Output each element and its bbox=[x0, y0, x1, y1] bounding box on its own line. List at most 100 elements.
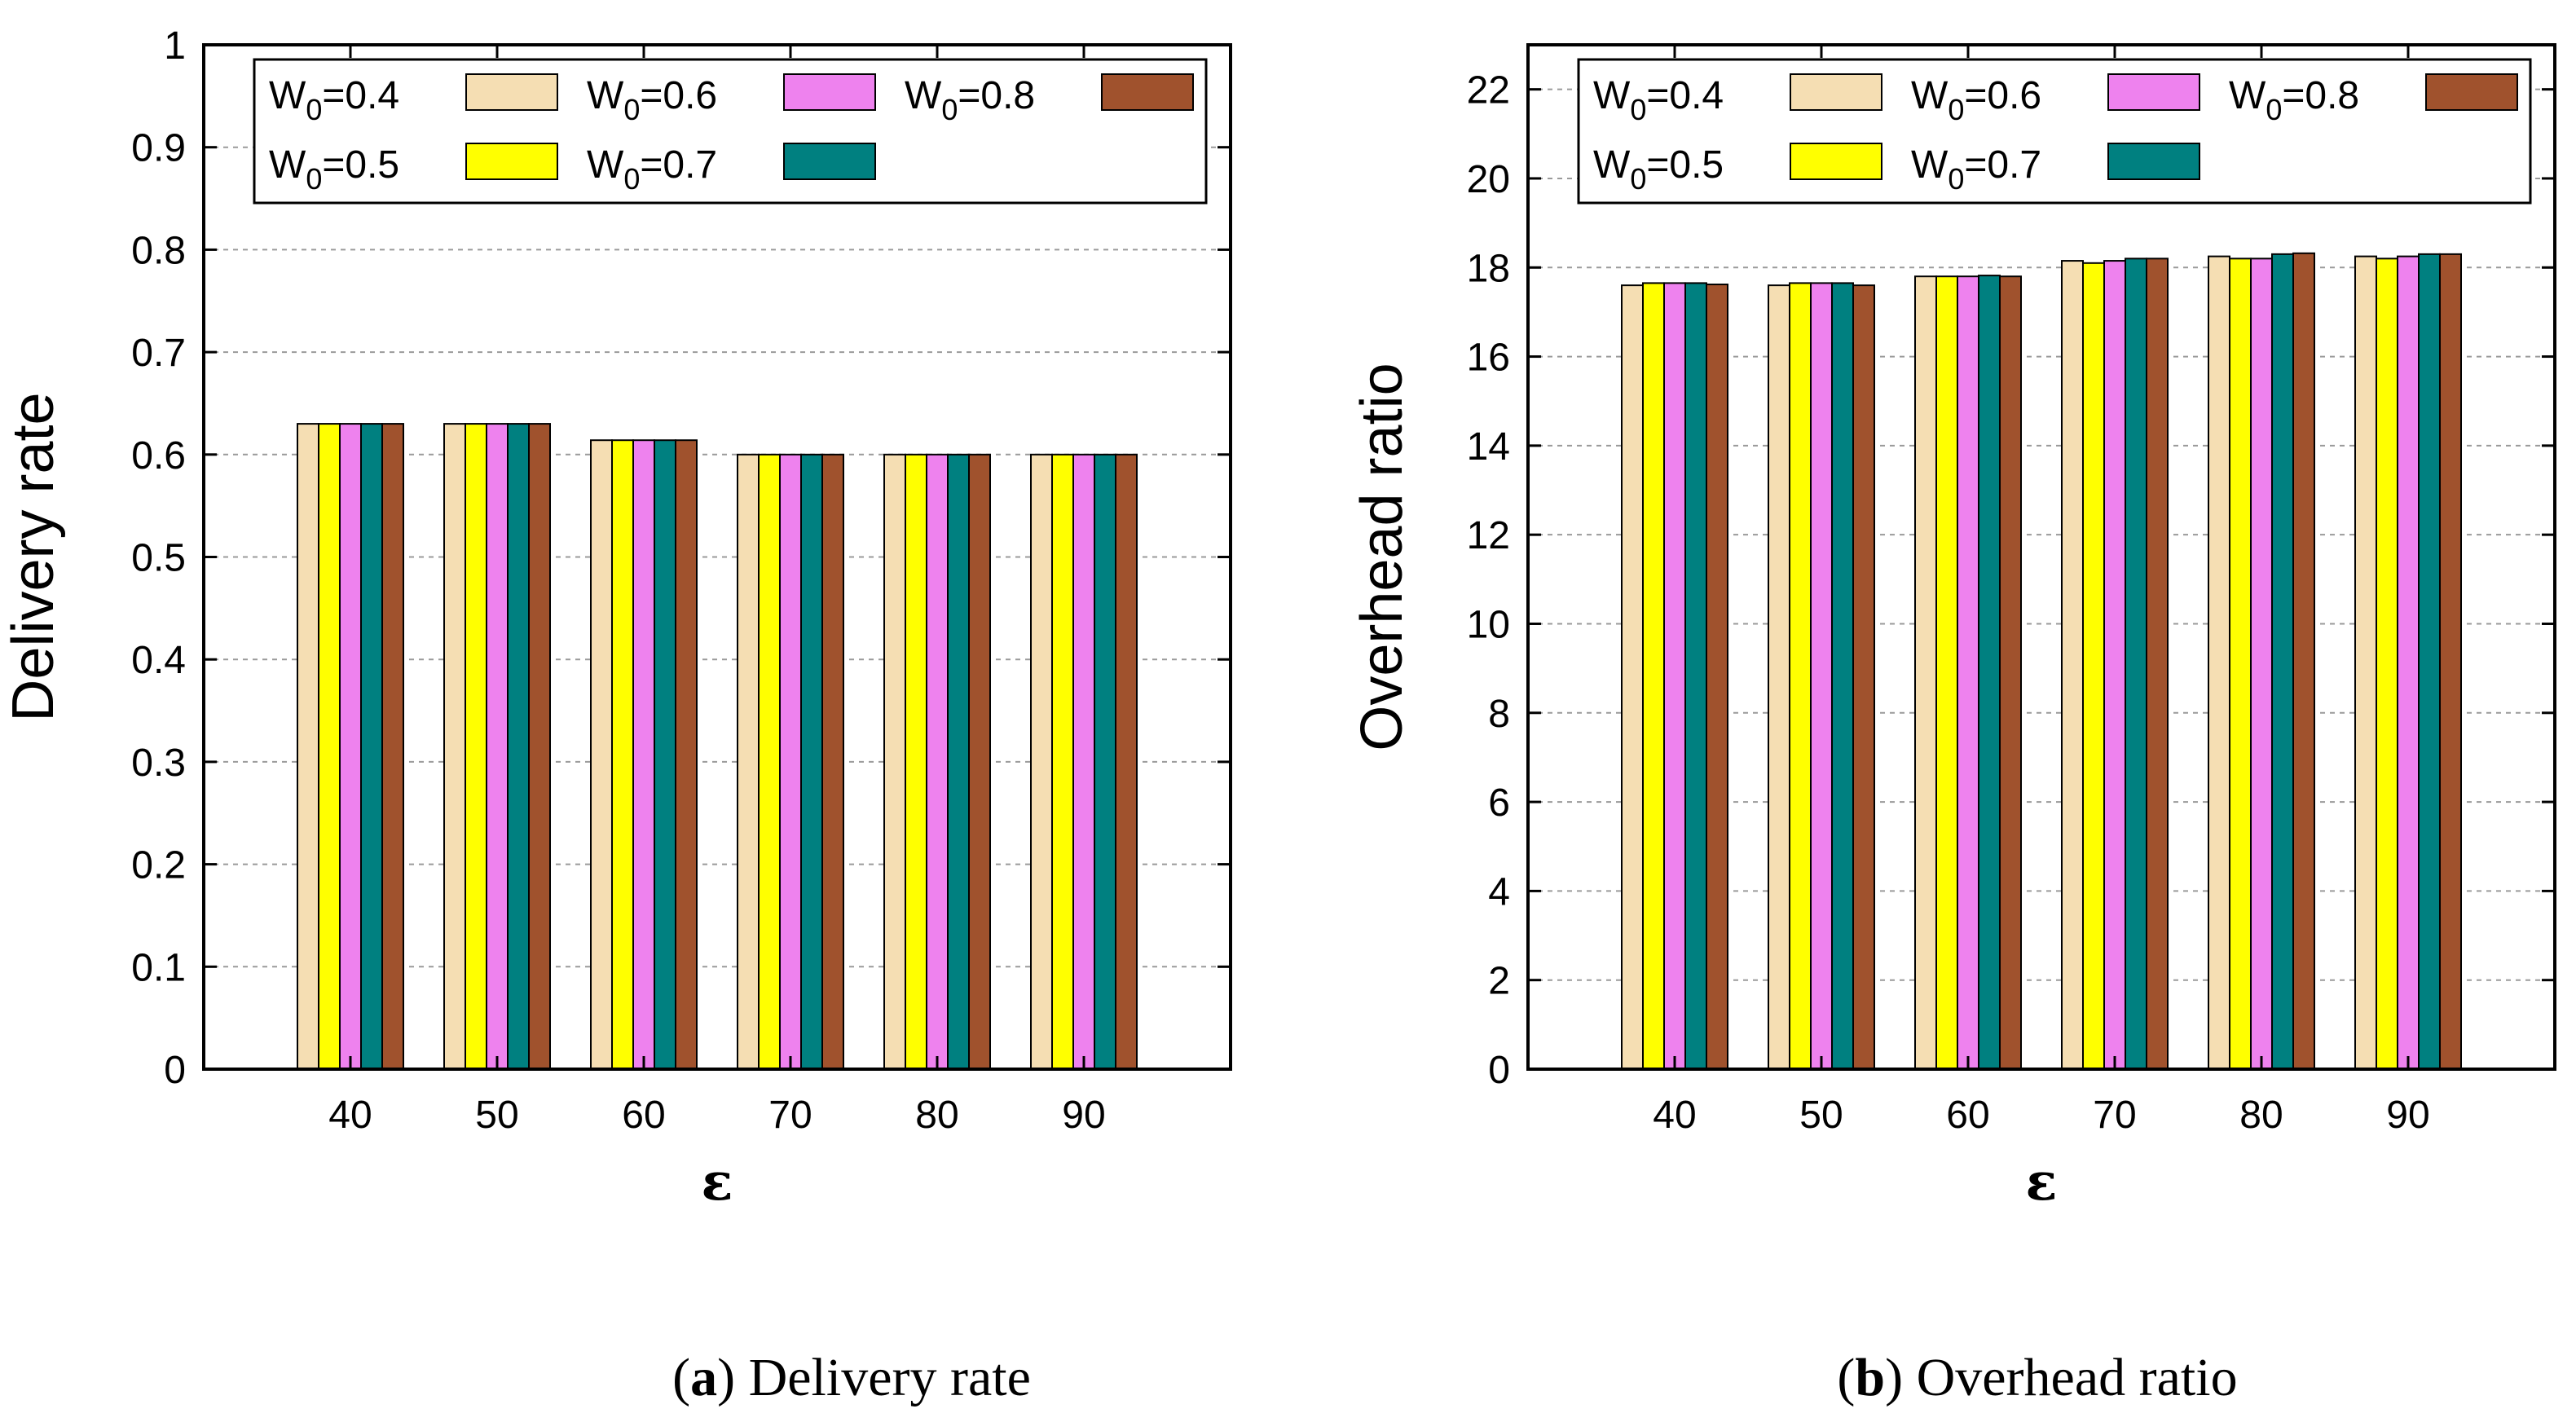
legend-swatch bbox=[465, 73, 558, 111]
y-tick-label: 0.9 bbox=[131, 127, 186, 170]
legend: W0=0.4 W0=0.5 W0=0.6 W0=0.7 W0=0.8 bbox=[253, 58, 1208, 205]
x-tick-label: 60 bbox=[1946, 1094, 1989, 1137]
legend-label: W0=0.6 bbox=[1911, 74, 2041, 126]
y-tick-label: 4 bbox=[1488, 870, 1510, 914]
bar-60-series-4 bbox=[654, 439, 676, 1070]
bar-80-series-4 bbox=[947, 453, 970, 1070]
x-tick-label: 50 bbox=[1799, 1094, 1843, 1137]
bar-50-series-5 bbox=[1852, 284, 1875, 1070]
y-tick-label: 12 bbox=[1467, 514, 1510, 557]
y-tick-label: 0.2 bbox=[131, 844, 186, 887]
bar-90-series-3 bbox=[1072, 453, 1095, 1070]
bar-80-series-2 bbox=[2229, 258, 2252, 1070]
x-tick-label: 70 bbox=[768, 1094, 812, 1137]
legend-swatch bbox=[465, 143, 558, 180]
bar-60-series-5 bbox=[675, 439, 698, 1070]
legend-box bbox=[253, 58, 1208, 205]
bar-80-series-2 bbox=[905, 453, 927, 1070]
legend: W0=0.4 W0=0.5 W0=0.6 W0=0.7 W0=0.8 bbox=[1577, 58, 2532, 205]
bar-60-series-1 bbox=[590, 439, 613, 1070]
legend-swatch bbox=[2425, 73, 2518, 111]
plot-frame bbox=[202, 43, 1232, 1071]
y-tick-label: 22 bbox=[1467, 69, 1510, 112]
bar-40-series-3 bbox=[1663, 282, 1686, 1070]
legend-swatch bbox=[1101, 73, 1194, 111]
y-tick-label: 0 bbox=[164, 1049, 186, 1092]
legend-label: W0=0.7 bbox=[1911, 143, 2041, 196]
bar-50-series-2 bbox=[1789, 282, 1812, 1070]
y-tick-label: 0.6 bbox=[131, 434, 186, 478]
y-tick-label: 0.3 bbox=[131, 742, 186, 785]
y-tick-label: 20 bbox=[1467, 158, 1510, 201]
y-tick-label: 1 bbox=[164, 24, 186, 68]
x-tick-label: 60 bbox=[622, 1094, 665, 1137]
legend-label: W0=0.5 bbox=[269, 143, 399, 196]
legend-label: W0=0.7 bbox=[587, 143, 717, 196]
bar-40-series-3 bbox=[339, 423, 362, 1070]
plot-frame bbox=[1526, 43, 2556, 1071]
bar-90-series-2 bbox=[2376, 258, 2398, 1070]
bar-70-series-4 bbox=[800, 453, 823, 1070]
bar-50-series-3 bbox=[1810, 282, 1833, 1070]
y-axis-label: Delivery rate bbox=[1, 392, 66, 721]
y-axis-label: Overhead ratio bbox=[1350, 363, 1415, 751]
bar-70-series-3 bbox=[2103, 260, 2126, 1070]
legend-swatch bbox=[783, 143, 876, 180]
bar-50-series-4 bbox=[507, 423, 530, 1070]
x-axis-label: ε bbox=[2026, 1151, 2058, 1213]
y-tick-label: 0.5 bbox=[131, 537, 186, 580]
panel-caption: (a) Delivery rate bbox=[672, 1348, 1031, 1407]
x-tick-label: 80 bbox=[2239, 1094, 2283, 1137]
bar-80-series-3 bbox=[2250, 258, 2273, 1070]
bar-40-series-2 bbox=[318, 423, 341, 1070]
legend-swatch bbox=[783, 73, 876, 111]
legend-label: W0=0.6 bbox=[587, 74, 717, 126]
panel-a-delivery-rate-chart: 0 0.1 0.2 0.3 0.4 0.5 0.6 0.7 0.8 0.9 1 40 50 60 70 80 9… bbox=[1, 24, 1232, 1407]
bar-70-series-1 bbox=[2061, 260, 2084, 1070]
bar-80-series-3 bbox=[926, 453, 949, 1070]
bar-70-series-4 bbox=[2125, 258, 2147, 1070]
bar-80-series-5 bbox=[2292, 252, 2315, 1071]
bar-60-series-2 bbox=[1935, 275, 1958, 1071]
x-tick-label: 80 bbox=[915, 1094, 958, 1137]
bar-80-series-4 bbox=[2271, 253, 2294, 1070]
y-tick-label: 10 bbox=[1467, 603, 1510, 646]
bar-40-series-4 bbox=[1684, 282, 1707, 1070]
legend-label: W0=0.8 bbox=[2229, 74, 2359, 126]
panel-caption: (b) Overhead ratio bbox=[1837, 1348, 2237, 1407]
bar-40-series-1 bbox=[1621, 284, 1644, 1070]
y-tick-label: 14 bbox=[1467, 425, 1510, 469]
y-tick-label: 0 bbox=[1488, 1049, 1510, 1092]
legend-swatch bbox=[2107, 143, 2200, 180]
x-tick-label: 40 bbox=[328, 1094, 372, 1137]
bar-90-series-1 bbox=[1030, 453, 1053, 1070]
bar-40-series-1 bbox=[297, 423, 319, 1070]
bar-60-series-4 bbox=[1978, 275, 2001, 1070]
x-tick-label: 50 bbox=[475, 1094, 518, 1137]
bar-90-series-4 bbox=[2418, 253, 2441, 1070]
bar-90-series-3 bbox=[2397, 255, 2420, 1070]
bar-90-series-4 bbox=[1094, 453, 1116, 1070]
bar-40-series-5 bbox=[1706, 284, 1728, 1070]
bar-90-series-5 bbox=[2439, 253, 2462, 1070]
bar-40-series-2 bbox=[1642, 282, 1665, 1070]
bar-60-series-3 bbox=[632, 439, 655, 1070]
bar-60-series-2 bbox=[611, 439, 634, 1070]
x-tick-label: 70 bbox=[2093, 1094, 2136, 1137]
y-tick-label: 16 bbox=[1467, 337, 1510, 380]
bar-60-series-3 bbox=[1957, 275, 1979, 1071]
legend-label: W0=0.4 bbox=[1593, 74, 1724, 126]
y-tick-label: 18 bbox=[1467, 247, 1510, 290]
bar-50-series-3 bbox=[486, 423, 509, 1070]
x-axis-label: ε bbox=[702, 1151, 733, 1213]
bar-70-series-3 bbox=[779, 453, 802, 1070]
bar-50-series-5 bbox=[528, 423, 551, 1070]
y-tick-label: 0.8 bbox=[131, 229, 186, 272]
bar-50-series-2 bbox=[465, 423, 487, 1070]
bar-90-series-2 bbox=[1051, 453, 1074, 1070]
bar-70-series-2 bbox=[758, 453, 781, 1070]
bar-70-series-2 bbox=[2082, 262, 2105, 1070]
bar-50-series-1 bbox=[1768, 284, 1790, 1070]
y-tick-label: 8 bbox=[1488, 693, 1510, 736]
